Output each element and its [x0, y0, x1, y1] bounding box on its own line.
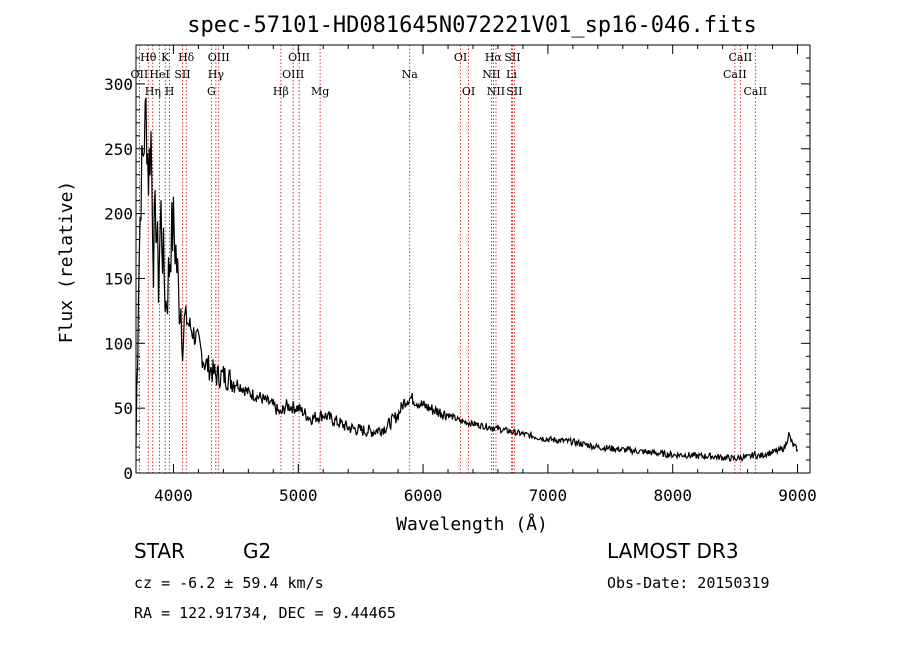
spectral-line-label: Hα: [485, 51, 503, 64]
spectral-line-label: SII: [174, 68, 190, 81]
spectral-line-label: OIII: [288, 51, 310, 64]
spectral-line-label: Hβ: [273, 85, 289, 98]
spectral-line-label: K: [161, 51, 170, 64]
x-axis-label: Wavelength (Å): [396, 513, 548, 535]
spectral-line-label: H: [165, 85, 175, 98]
y-tick-label: 150: [104, 269, 133, 288]
coordinates: RA = 122.91734, DEC = 9.44465: [134, 604, 396, 622]
x-tick-label: 7000: [529, 486, 568, 505]
spectral-line-label: OIII: [208, 51, 230, 64]
spectral-line-label: OI: [462, 85, 475, 98]
survey-name: LAMOST DR3: [607, 539, 739, 563]
chart-title: spec-57101-HD081645N072221V01_sp16-046.f…: [187, 13, 757, 38]
plot-frame: [135, 44, 811, 474]
y-axis-ticks: 0 50 100 150 200 250 300: [104, 57, 810, 483]
y-tick-label: 50: [114, 399, 133, 418]
y-tick-label: 100: [104, 334, 133, 353]
object-subclass: G2: [243, 539, 272, 563]
y-tick-label: 200: [104, 205, 133, 224]
spectral-line-label: SII: [506, 85, 522, 98]
spectral-line-label: OI: [454, 51, 467, 64]
obs-date: Obs-Date: 20150319: [607, 574, 770, 592]
spectral-line-label: CaII: [729, 51, 753, 64]
spectral-line-label: Hγ: [208, 68, 225, 81]
spectral-line-label: CaII: [723, 68, 747, 81]
spectral-line-label: Hη: [145, 85, 161, 98]
object-class: STAR: [134, 539, 185, 563]
spectral-line-label: NII: [487, 85, 505, 98]
spectral-line-label: OII: [131, 68, 149, 81]
y-tick-label: 0: [123, 464, 133, 483]
x-axis-ticks: 4000 5000 6000 7000 8000 9000: [154, 45, 817, 505]
spectral-line-label: CaII: [743, 85, 767, 98]
spectral-line-label: Hδ: [178, 51, 195, 64]
spectral-line-label: Hθ: [140, 51, 157, 64]
spectral-line-label: OIII: [282, 68, 304, 81]
x-tick-label: 8000: [653, 486, 692, 505]
x-tick-label: 4000: [154, 486, 193, 505]
spectral-line-labels: Hθ OII Hη K H HeI SII Hδ OIII Hγ G Hβ OIII OIII Mg Na OI…: [131, 51, 768, 98]
spectrum-series-line: [135, 97, 799, 463]
x-tick-label: 9000: [778, 486, 817, 505]
spectral-line-label: Li: [506, 68, 517, 81]
spectral-line-label: NII: [482, 68, 500, 81]
x-tick-label: 6000: [404, 486, 443, 505]
spectral-line-label: SII: [504, 51, 520, 64]
redshift-readout: cz = -6.2 ± 59.4 km/s: [134, 574, 324, 592]
y-tick-label: 300: [104, 75, 133, 94]
y-tick-label: 250: [104, 140, 133, 159]
x-tick-label: 5000: [279, 486, 318, 505]
spectral-line-markers: [138, 45, 756, 473]
spectral-line-label: Na: [402, 68, 419, 81]
spectral-line-label: Mg: [311, 85, 329, 98]
spectral-line-label: G: [207, 85, 216, 98]
y-axis-label: Flux (relative): [56, 181, 77, 344]
spectral-line-label: HeI: [149, 68, 169, 81]
